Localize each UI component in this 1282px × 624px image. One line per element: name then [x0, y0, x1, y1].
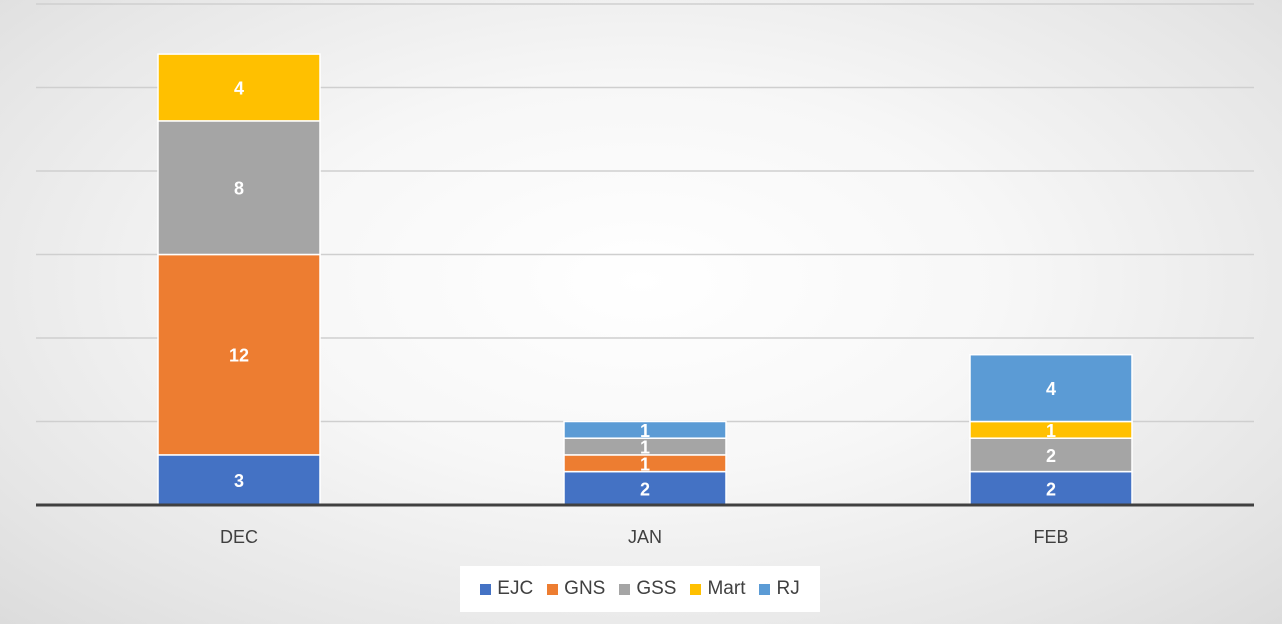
- legend-item-ejc: EJC: [480, 578, 533, 600]
- x-tick-label-feb: FEB: [1033, 527, 1068, 547]
- bar-dec-gns: [157, 253, 321, 456]
- data-label-dec-mart: 4: [234, 79, 244, 99]
- legend-label: GNS: [564, 578, 606, 599]
- data-label-jan-gns: 1: [640, 454, 650, 474]
- data-label-jan-ejc: 2: [640, 479, 650, 499]
- legend-label: Mart: [707, 578, 746, 599]
- bar-jan-rj: [563, 420, 727, 439]
- legend-swatch: [759, 583, 771, 595]
- x-tick-label-jan: JAN: [628, 527, 662, 547]
- legend-label: EJC: [497, 578, 534, 599]
- bar-dec-mart: [157, 53, 321, 122]
- legend-item-gns: GNS: [547, 578, 605, 600]
- bar-feb-ejc: [969, 470, 1133, 506]
- data-label-feb-gss: 2: [1046, 446, 1056, 466]
- data-label-dec-gns: 12: [229, 346, 249, 366]
- data-label-feb-rj: 4: [1046, 379, 1056, 399]
- legend-item-mart: Mart: [690, 578, 745, 600]
- legend: EJC GNS GSS Mart RJ: [460, 566, 820, 612]
- legend-swatch: [690, 583, 702, 595]
- data-label-dec-ejc: 3: [234, 471, 244, 491]
- bar-dec-gss: [157, 120, 321, 256]
- data-label-feb-mart: 1: [1046, 421, 1056, 441]
- bar-feb-gss: [969, 437, 1133, 473]
- data-label-jan-rj: 1: [640, 421, 650, 441]
- data-label-jan-gss: 1: [640, 438, 650, 458]
- data-label-feb-ejc: 2: [1046, 479, 1056, 499]
- legend-label: RJ: [776, 578, 800, 599]
- legend-swatch: [619, 583, 631, 595]
- bar-jan-ejc: [563, 470, 727, 506]
- bar-feb-rj: [969, 353, 1133, 423]
- legend-item-rj: RJ: [759, 578, 800, 600]
- data-label-dec-gss: 8: [234, 179, 244, 199]
- legend-label: GSS: [636, 578, 677, 599]
- legend-item-gss: GSS: [619, 578, 676, 600]
- legend-swatch: [480, 583, 492, 595]
- legend-swatch: [547, 583, 559, 595]
- x-tick-label-dec: DEC: [220, 527, 258, 547]
